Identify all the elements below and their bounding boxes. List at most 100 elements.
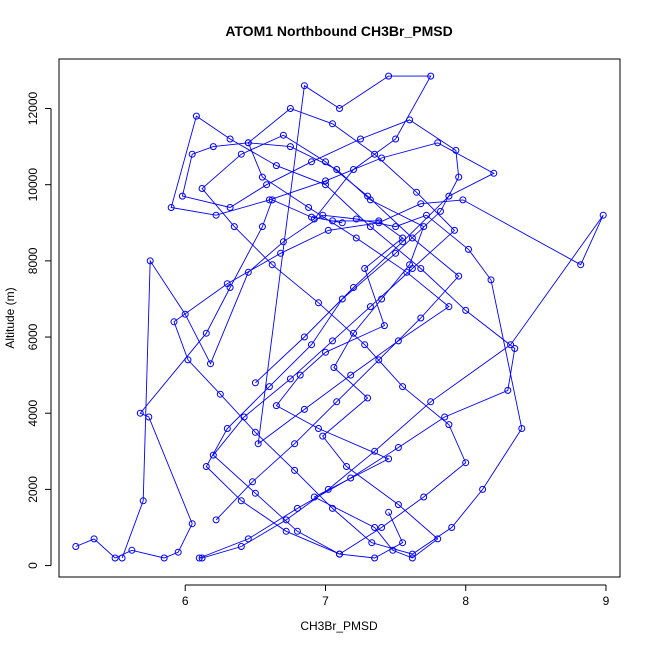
data-point xyxy=(399,238,407,246)
y-tick-label: 8000 xyxy=(26,247,40,274)
data-point xyxy=(507,341,515,349)
data-point xyxy=(319,211,327,219)
data-point xyxy=(371,554,379,562)
data-point xyxy=(184,356,192,364)
data-point xyxy=(174,548,182,556)
series-line xyxy=(201,75,467,555)
data-point xyxy=(427,72,435,80)
data-point xyxy=(272,402,280,410)
data-point xyxy=(350,166,357,173)
data-point xyxy=(385,72,393,80)
data-point xyxy=(330,364,338,371)
data-point xyxy=(167,204,175,211)
data-point xyxy=(244,139,252,147)
data-point xyxy=(462,306,470,314)
data-point xyxy=(441,413,449,421)
y-axis-label: Altitude (m) xyxy=(3,287,17,348)
data-point xyxy=(136,409,144,417)
data-point xyxy=(230,223,238,231)
data-point xyxy=(293,504,301,512)
data-point xyxy=(343,463,350,470)
x-ticks: 6 7 8 9 xyxy=(182,585,610,608)
data-point xyxy=(268,261,276,269)
data-point xyxy=(465,245,472,253)
data-point xyxy=(434,139,442,147)
data-point xyxy=(329,337,336,345)
data-point xyxy=(392,223,400,231)
data-point xyxy=(195,554,203,562)
data-point xyxy=(338,219,346,227)
data-point xyxy=(188,150,196,158)
data-point xyxy=(244,268,252,276)
data-point xyxy=(181,310,189,318)
data-point xyxy=(329,120,336,128)
data-point xyxy=(258,173,266,181)
data-point xyxy=(291,466,299,474)
data-point xyxy=(209,143,217,151)
data-point xyxy=(599,211,607,219)
x-axis-label: CH3Br_PMSD xyxy=(300,619,378,633)
data-point xyxy=(417,314,425,322)
y-tick-label: 12000 xyxy=(26,92,40,126)
data-point xyxy=(417,265,425,272)
data-point xyxy=(378,524,386,531)
y-axis: 0 2000 4000 6000 8000 10000 12000 xyxy=(26,92,52,569)
data-point xyxy=(445,192,453,200)
data-point xyxy=(322,177,329,185)
y-tick-label: 6000 xyxy=(26,323,40,350)
series-layer xyxy=(72,72,607,562)
data-point xyxy=(385,455,393,463)
series-line xyxy=(75,119,460,559)
data-point xyxy=(319,432,327,440)
chart-title: ATOM1 Northbound CH3Br_PMSD xyxy=(225,23,452,39)
data-point xyxy=(209,451,217,459)
data-point xyxy=(364,394,372,402)
data-point xyxy=(202,463,210,470)
y-tick-label: 4000 xyxy=(26,400,40,427)
data-point xyxy=(296,371,304,379)
data-point xyxy=(216,390,224,398)
series-1 xyxy=(72,116,463,562)
data-point xyxy=(452,146,460,154)
data-point xyxy=(479,485,487,493)
data-point xyxy=(300,333,308,341)
data-point xyxy=(408,234,416,242)
data-point xyxy=(423,211,430,219)
data-point xyxy=(160,554,168,562)
data-point xyxy=(223,280,231,288)
data-point xyxy=(392,249,400,257)
data-point xyxy=(279,238,287,246)
data-point xyxy=(399,539,407,547)
data-point xyxy=(394,337,402,345)
data-point xyxy=(371,524,379,531)
data-point xyxy=(399,234,407,242)
data-point xyxy=(240,413,248,421)
data-point xyxy=(394,444,402,451)
data-point xyxy=(139,497,147,505)
x-tick-label: 9 xyxy=(603,594,610,608)
data-point xyxy=(315,425,322,432)
x-tick-label: 6 xyxy=(182,594,189,608)
data-point xyxy=(338,295,346,303)
series-line xyxy=(121,115,604,559)
data-point xyxy=(336,105,343,112)
data-point xyxy=(237,543,245,550)
data-point xyxy=(286,105,294,112)
data-point xyxy=(207,360,214,368)
data-point xyxy=(375,217,383,225)
data-point xyxy=(322,348,329,356)
plot-area-border xyxy=(58,58,621,578)
data-point xyxy=(364,192,372,200)
data-point xyxy=(244,535,252,543)
data-point xyxy=(420,493,428,501)
data-point xyxy=(128,546,136,554)
data-point xyxy=(202,329,210,337)
data-point xyxy=(237,150,245,158)
data-point xyxy=(90,535,98,543)
x-tick-label: 7 xyxy=(322,594,329,608)
data-point xyxy=(511,345,519,352)
data-point xyxy=(263,181,271,189)
data-point xyxy=(118,554,126,562)
data-point xyxy=(408,265,416,272)
